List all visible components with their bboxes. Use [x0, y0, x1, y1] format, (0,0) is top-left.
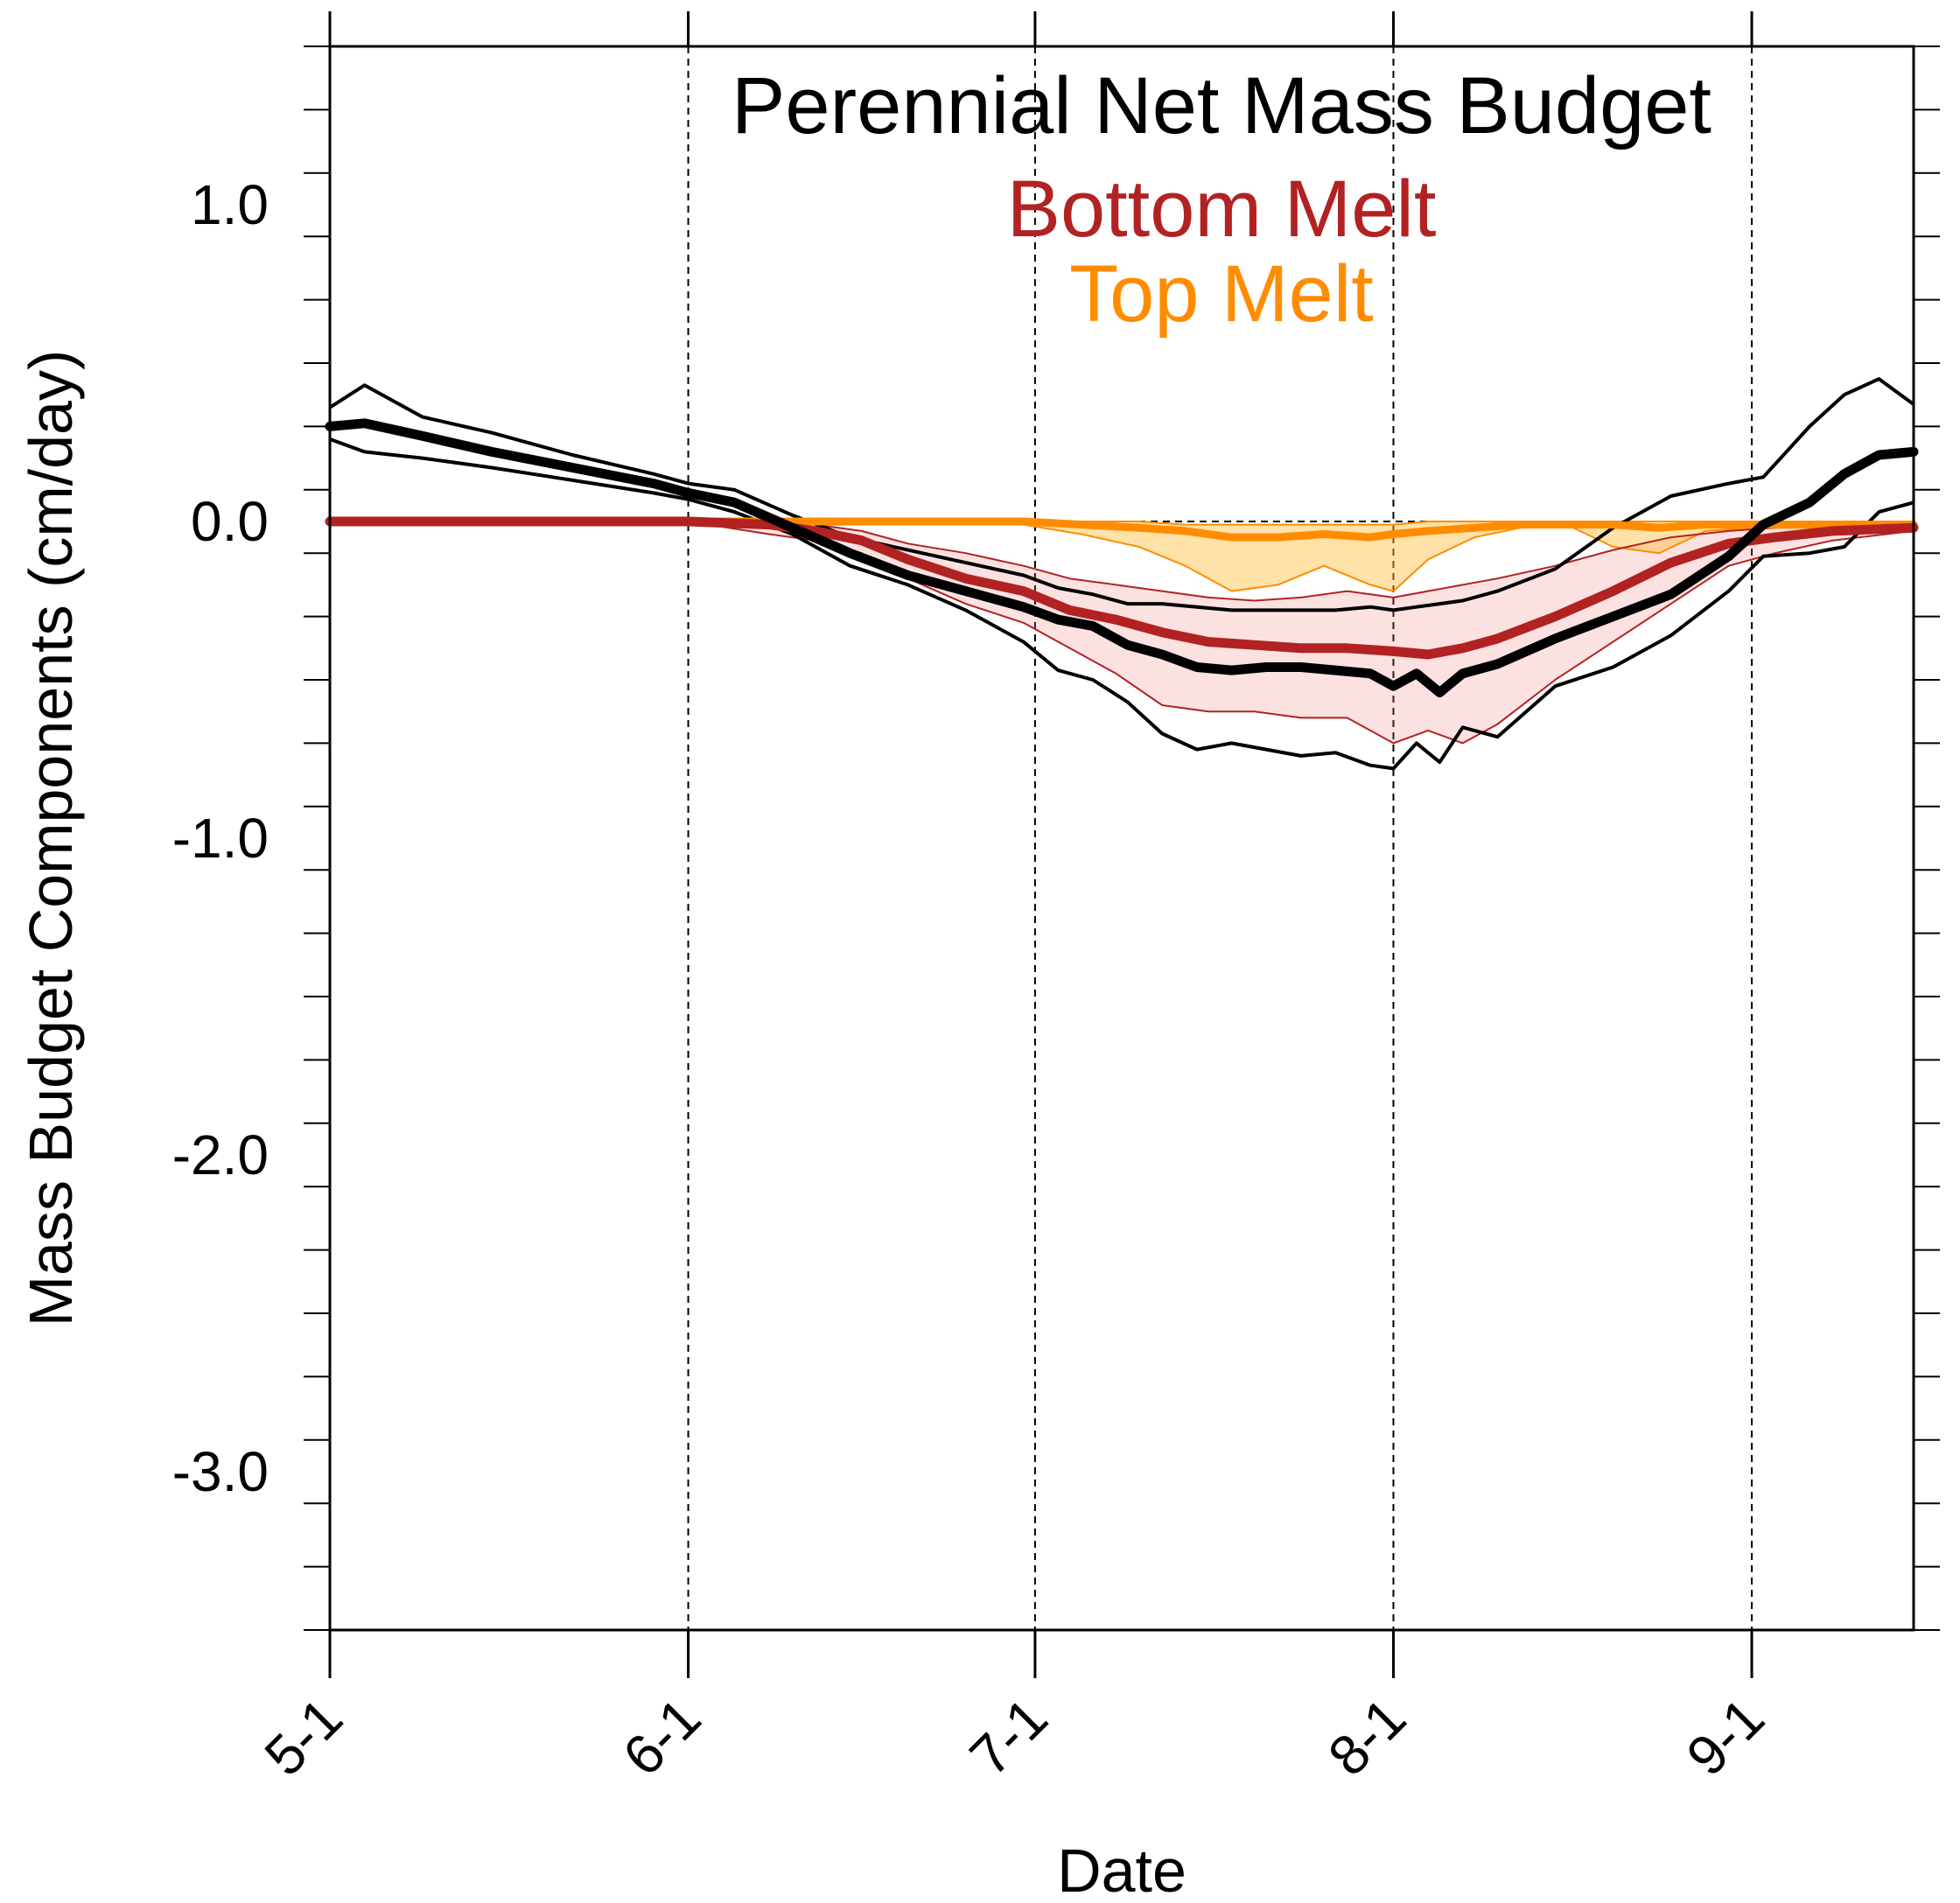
legend-title: Perennial Net Mass Budget [732, 61, 1712, 150]
band-top-melt [330, 521, 1914, 591]
band-layer [330, 521, 1914, 744]
x-tick-label: 6-1 [611, 1686, 712, 1788]
x-axis-title: Date [1057, 1837, 1186, 1903]
x-tick-label: 5-1 [253, 1686, 354, 1788]
legend-top-melt: Top Melt [1069, 249, 1374, 339]
x-tick-label: 7-1 [957, 1686, 1059, 1788]
y-tick-label: 0.0 [191, 490, 269, 553]
plot-frame [328, 45, 1915, 1632]
tick-layer: 1.0 0.0 -1.0 -2.0 -3.0 5-1 6-1 7-1 8-1 9-1 [172, 11, 1940, 1788]
x-tick-label: 8-1 [1316, 1686, 1418, 1788]
x-tick-label: 9-1 [1675, 1686, 1776, 1788]
bottom-melt-upper-line [330, 521, 1914, 602]
net-mass-budget-lower-line [329, 437, 1914, 771]
band-bottom-melt [330, 521, 1914, 744]
net-mass-budget-mean-line [325, 418, 1919, 697]
line-layer [325, 377, 1919, 771]
net-mass-budget-upper-line [328, 377, 1915, 612]
y-axis-title: Mass Budget Components (cm/day) [17, 350, 85, 1327]
legend-bottom-melt: Bottom Melt [1007, 164, 1437, 254]
top-melt-mean-line [326, 517, 1918, 542]
y-tick-label: -1.0 [172, 807, 269, 870]
y-tick-label: -3.0 [172, 1440, 269, 1503]
y-tick-label: -2.0 [172, 1123, 269, 1186]
y-tick-label: 1.0 [191, 173, 269, 236]
bottom-melt-mean-line [325, 516, 1919, 660]
